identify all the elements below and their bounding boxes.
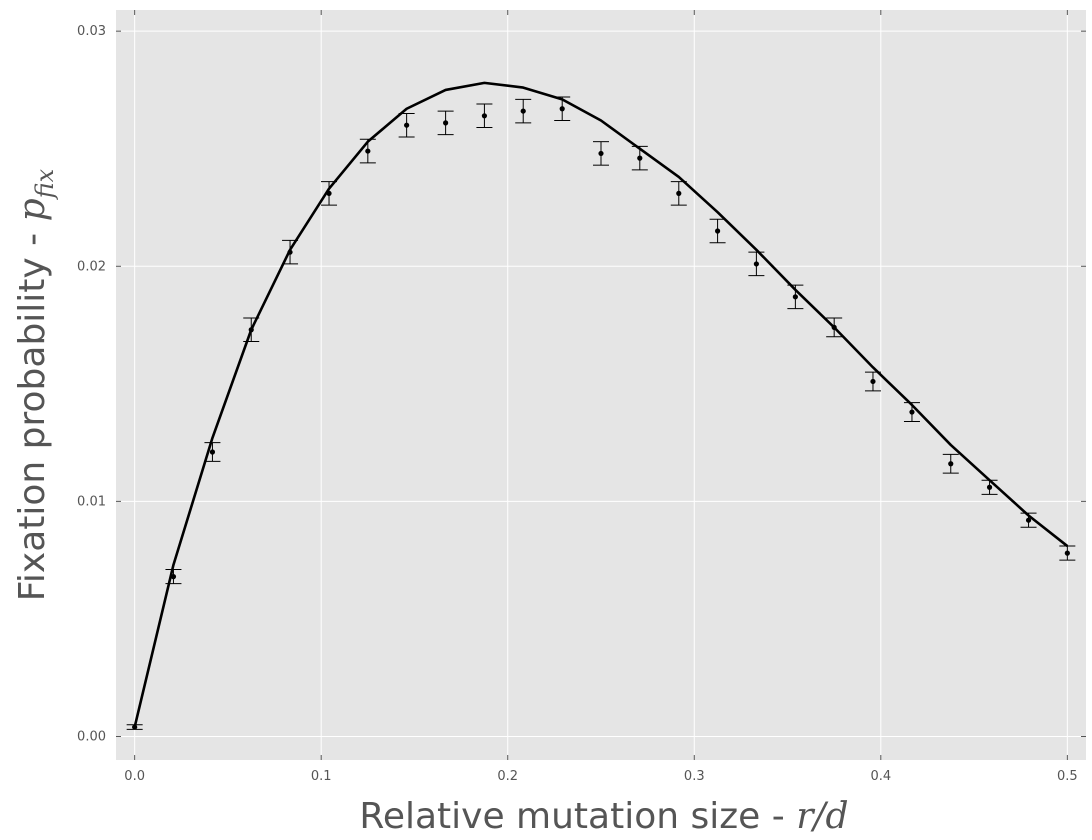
point-marker (598, 150, 604, 157)
x-tick-label: 0.1 (311, 769, 332, 784)
point-marker (209, 449, 216, 455)
data-point (631, 145, 648, 171)
point-marker (287, 249, 293, 255)
point-marker (365, 148, 371, 154)
data-point (204, 442, 221, 462)
y-axis-label: Fixation probability - pfix (12, 168, 59, 601)
y-axis-label-math-sub: fix (31, 168, 59, 200)
x-axis: 0.0 0.1 0.2 0.3 0.4 0.5 (124, 10, 1078, 784)
grid (116, 10, 1086, 760)
point-marker (559, 106, 565, 112)
y-tick-label: 0.01 (77, 494, 106, 509)
data-point (437, 110, 454, 136)
data-point (1059, 545, 1076, 561)
point-marker (404, 122, 410, 128)
data-point (126, 724, 143, 730)
data-point (593, 141, 609, 166)
point-marker (753, 261, 759, 267)
plot-background (116, 10, 1086, 760)
point-marker (481, 113, 488, 119)
data-point (554, 96, 571, 122)
data-point (670, 181, 687, 206)
point-marker (870, 378, 876, 385)
data-point (826, 317, 843, 338)
y-tick-label: 0.00 (77, 729, 106, 744)
y-axis-label-math: p (12, 198, 53, 221)
y-axis: 0.00 0.01 0.02 0.03 (77, 24, 1086, 744)
x-tick-label: 0.5 (1057, 769, 1078, 784)
y-axis-label-text: Fixation probability - (12, 221, 53, 601)
point-marker (986, 484, 993, 490)
data-point (515, 98, 532, 124)
point-marker (676, 190, 682, 196)
point-marker (326, 190, 332, 196)
x-axis-label: Relative mutation size - r/d (359, 796, 848, 837)
x-tick-label: 0.0 (124, 769, 145, 784)
point-marker (714, 228, 721, 234)
x-axis-label-text: Relative mutation size - (359, 796, 796, 837)
data-point (787, 284, 804, 310)
data-point (903, 402, 920, 422)
data-point (942, 453, 959, 474)
data-point (981, 479, 998, 495)
data-point (321, 181, 338, 206)
point-marker (909, 409, 915, 415)
point-marker (831, 324, 837, 330)
point-marker (1064, 550, 1070, 556)
point-marker (520, 108, 526, 114)
x-axis-label-math: r/d (796, 796, 848, 837)
x-tick-label: 0.4 (870, 769, 891, 784)
data-point (359, 138, 376, 164)
data-point (243, 317, 260, 343)
point-marker (948, 461, 954, 467)
point-marker (792, 294, 798, 300)
data-point (398, 112, 415, 138)
data-point (748, 251, 765, 277)
point-marker (637, 155, 643, 161)
x-tick-label: 0.3 (684, 769, 705, 784)
x-tick-label: 0.2 (497, 769, 518, 784)
data-point (476, 103, 493, 129)
point-marker (248, 327, 254, 333)
data-point (709, 218, 726, 244)
data-point (282, 239, 299, 265)
data-point (864, 371, 881, 392)
data-point (165, 569, 182, 585)
point-marker (132, 724, 138, 730)
y-tick-label: 0.03 (77, 24, 106, 39)
point-marker (443, 120, 449, 126)
point-marker (1025, 517, 1032, 523)
simulation-points (126, 96, 1076, 730)
data-point (1020, 512, 1037, 528)
y-tick-label: 0.02 (77, 259, 106, 274)
point-marker (170, 574, 177, 580)
